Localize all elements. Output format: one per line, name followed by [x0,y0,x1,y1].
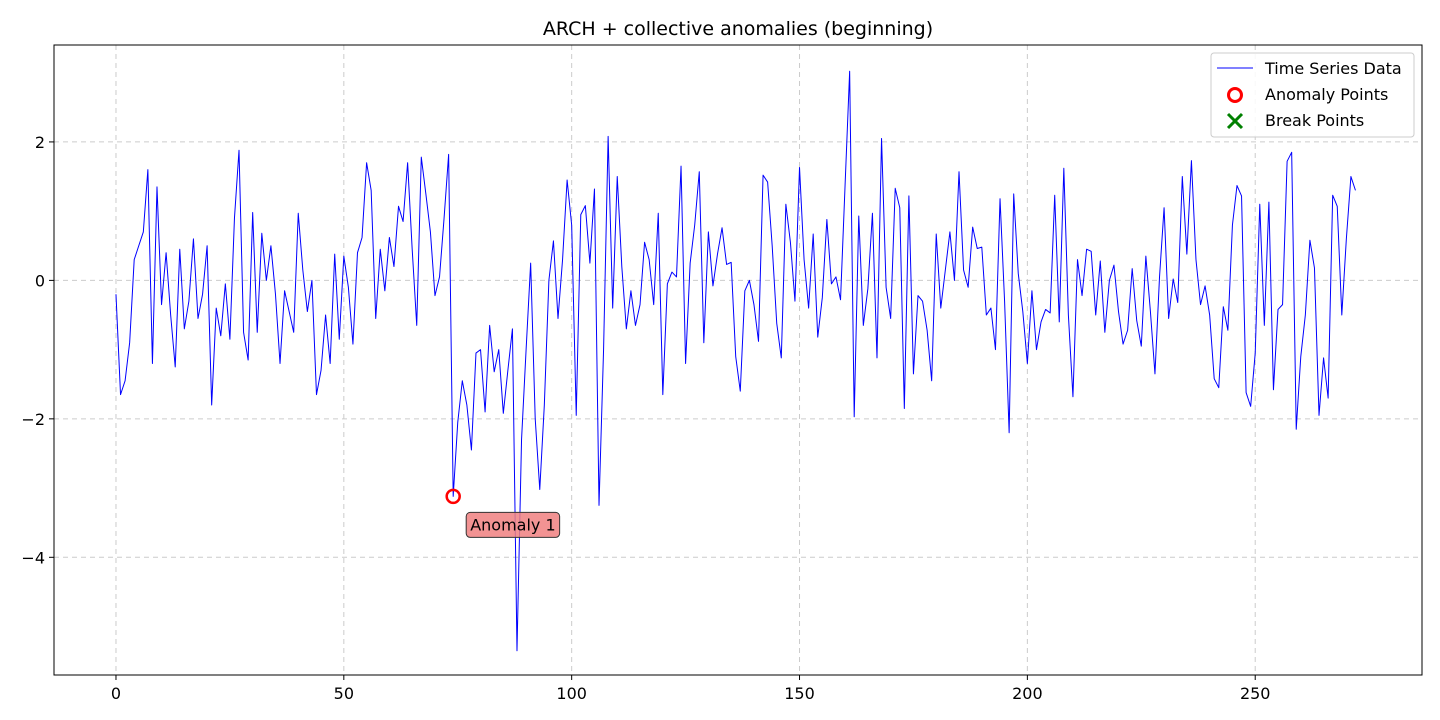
series-line [115,70,1356,652]
legend-swatch-anomaly-icon [1227,87,1243,103]
anomaly-layer: Anomaly 1 [445,488,561,538]
anomaly-annotation-label: Anomaly 1 [470,515,555,534]
x-tick-label: 100 [556,684,587,703]
chart-title: ARCH + collective anomalies (beginning) [543,18,933,40]
legend-label-series: Time Series Data [1264,59,1402,78]
legend-box [1210,52,1415,138]
y-tick-label: 2 [35,133,45,152]
axis-ticks: 0 50 100 150 200 250 −4 −2 0 2 [21,133,1270,703]
x-tick-label: 200 [1012,684,1043,703]
series-layer [115,70,1356,652]
legend-x-stroke [1226,112,1244,130]
y-tick-label: −4 [21,548,45,567]
legend: Time Series Data Anomaly Points Break Po… [1210,52,1415,138]
legend-swatch-break-icon [1226,112,1244,130]
x-tick-label: 150 [784,684,815,703]
grid [54,45,1422,675]
x-tick-label: 250 [1240,684,1271,703]
plot-frame [53,44,1423,676]
x-tick-label: 50 [334,684,354,703]
legend-label-break: Break Points [1265,111,1364,130]
y-tick-label: −2 [21,410,45,429]
y-tick-label: 0 [35,271,45,290]
anomaly-annotation-box [465,511,561,538]
anomaly-point [445,488,461,505]
x-tick-label: 0 [111,684,121,703]
legend-label-anomaly: Anomaly Points [1265,85,1388,104]
